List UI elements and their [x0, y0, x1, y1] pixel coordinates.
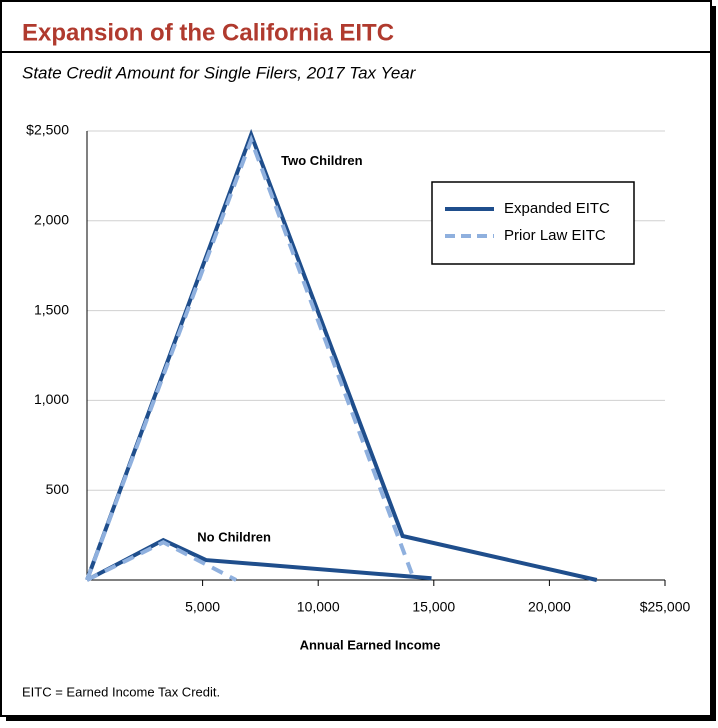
footnote: EITC = Earned Income Tax Credit. — [22, 684, 220, 699]
series-line — [86, 540, 238, 582]
x-axis-label: Annual Earned Income — [300, 637, 441, 652]
legend-label: Prior Law EITC — [504, 227, 606, 244]
frame — [0, 0, 712, 717]
x-tick-label: 15,000 — [412, 599, 455, 615]
line-annotation: No Children — [197, 530, 271, 545]
plot-area: 500 1,000 1,500 2,000 $2,500 5,000 10,000 15,00… — [26, 122, 690, 615]
x-tick-label: $25,000 — [640, 599, 691, 615]
chart-subtitle: State Credit Amount for Single Filers, 2… — [22, 63, 417, 82]
chart-title: Expansion of the California EITC — [22, 19, 394, 46]
y-tick-label: 2,000 — [34, 212, 69, 228]
x-tick-label: 5,000 — [185, 599, 220, 615]
y-tick-label: 1,000 — [34, 391, 69, 407]
y-tick-label: 500 — [46, 481, 70, 497]
line-annotation: Two Children — [281, 153, 362, 168]
y-tick-label: 1,500 — [34, 301, 69, 317]
y-tick-label: $2,500 — [26, 122, 69, 138]
x-tick-label: 20,000 — [528, 599, 571, 615]
series-line — [85, 134, 417, 581]
x-tick-label: 10,000 — [297, 599, 340, 615]
series-line — [85, 128, 598, 582]
legend-box — [431, 181, 635, 265]
legend-label: Expanded EITC — [504, 200, 610, 217]
